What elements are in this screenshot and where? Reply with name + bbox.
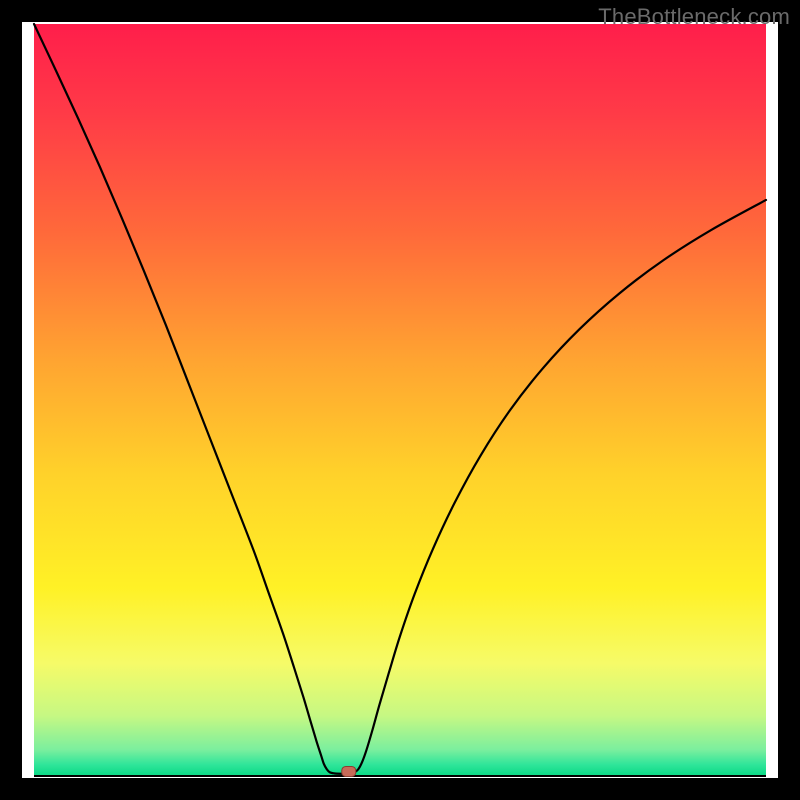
chart-svg: [0, 0, 800, 800]
figure-root: TheBottleneck.com: [0, 0, 800, 800]
watermark-text: TheBottleneck.com: [598, 4, 790, 30]
gradient-background: [34, 24, 766, 776]
optimum-marker: [342, 766, 356, 776]
